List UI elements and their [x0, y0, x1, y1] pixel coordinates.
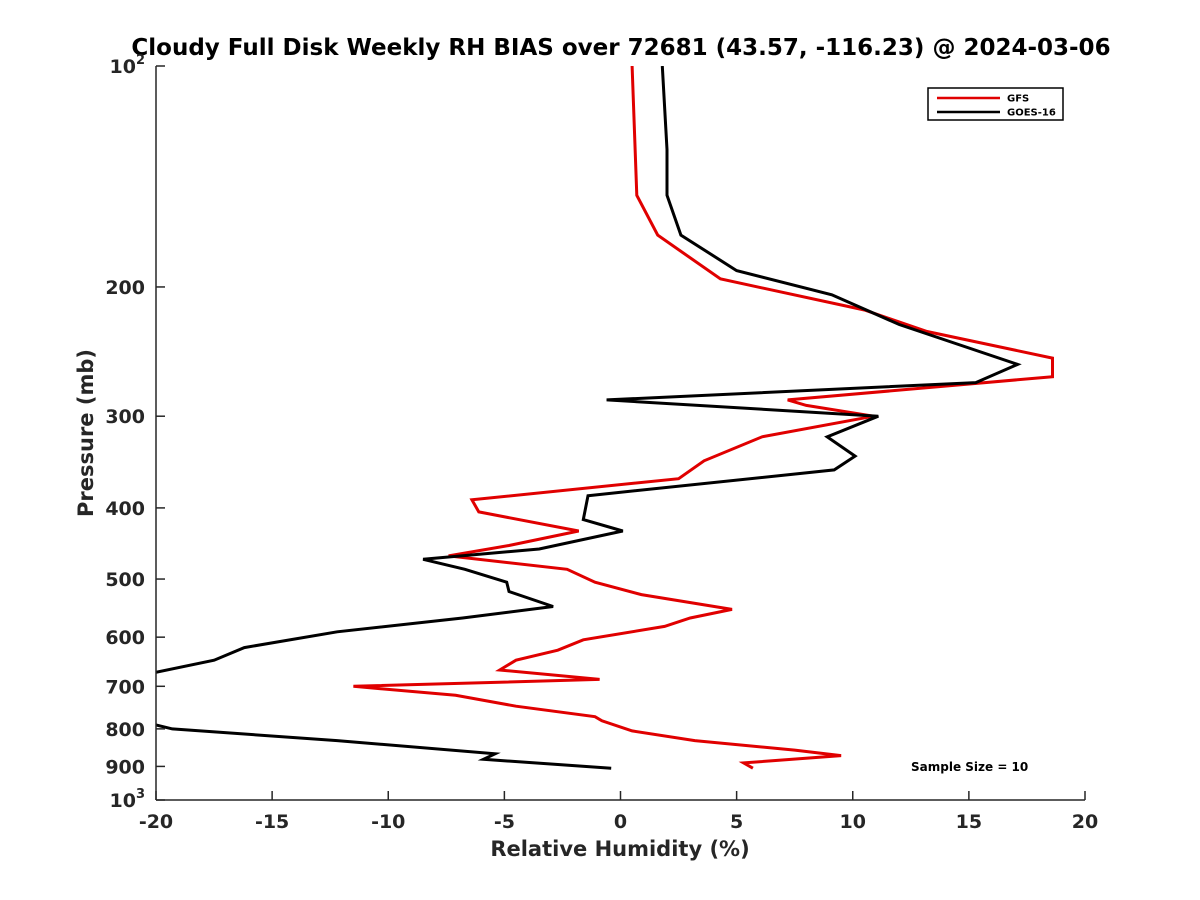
- legend-label-goes-16: GOES-16: [1007, 108, 1056, 119]
- x-axis-label: Relative Humidity (%): [490, 837, 749, 861]
- x-tick-label: -15: [255, 811, 289, 833]
- x-tick-label: 0: [614, 811, 627, 833]
- y-tick-label: 900: [105, 756, 145, 778]
- y-tick-label: 300: [105, 406, 145, 428]
- x-tick-label: 10: [840, 811, 866, 833]
- x-tick-label: 15: [956, 811, 982, 833]
- x-tick-label: 20: [1072, 811, 1098, 833]
- legend: GFS GOES-16: [927, 87, 1064, 121]
- axes: [155, 65, 1086, 801]
- y-tick-label: 700: [105, 676, 145, 698]
- x-tick-label: -20: [139, 811, 173, 833]
- x-tick-label: -10: [371, 811, 405, 833]
- x-tick-label: -5: [494, 811, 515, 833]
- series-line-gfs-0: [353, 66, 1054, 770]
- y-tick-label: 600: [105, 627, 145, 649]
- y-tick-label: 500: [105, 569, 145, 591]
- x-tick-label: 5: [730, 811, 743, 833]
- y-tick-label: 200: [105, 277, 145, 299]
- y-axis-label: Pressure (mb): [74, 349, 98, 517]
- series-line-goes-16-1: [156, 66, 1022, 674]
- y-tick-label: 102: [110, 53, 146, 78]
- chart-title: Cloudy Full Disk Weekly RH BIAS over 726…: [131, 35, 1110, 61]
- series-line-goes-16-2: [156, 723, 612, 770]
- series-layer: [156, 66, 1054, 770]
- tick-labels: -20 -15 -10 -5 0 5 10 15 20 102 200 300 400 500 600 700…: [105, 53, 1098, 833]
- y-tick-label: 800: [105, 719, 145, 741]
- legend-box: [927, 87, 1064, 121]
- sample-size-annotation: Sample Size = 10: [911, 760, 1028, 774]
- y-tick-label: 400: [105, 498, 145, 520]
- legend-label-gfs: GFS: [1007, 94, 1029, 105]
- y-tick-label: 103: [110, 787, 146, 812]
